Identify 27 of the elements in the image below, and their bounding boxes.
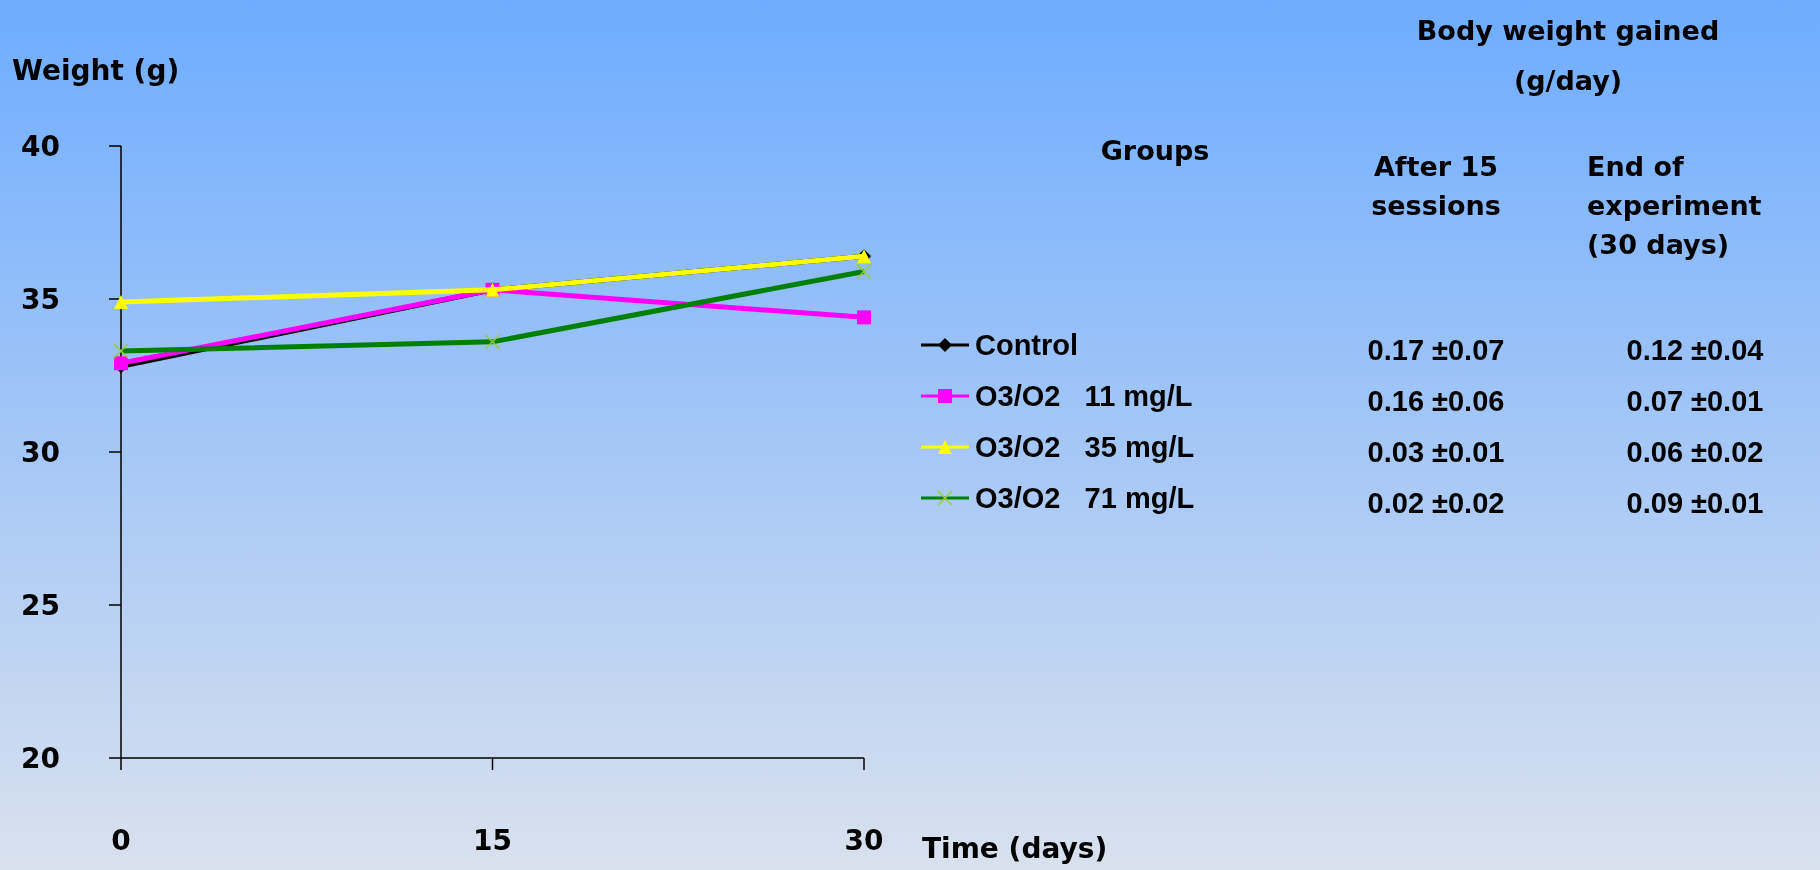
x-tick-label: 0: [111, 824, 131, 857]
x-axis-title: Time (days): [922, 832, 1108, 865]
y-axis-title: Weight (g): [12, 54, 180, 87]
text: End of experiment (30 days): [1587, 151, 1762, 260]
text: 0.17 ±0.07: [1367, 334, 1505, 367]
text: Groups: [1100, 135, 1210, 166]
text: After 15 sessions: [1371, 151, 1501, 221]
text: 0.12 ±0.04: [1626, 334, 1764, 367]
legend-label: O3/O2 35 mg/L: [975, 431, 1195, 464]
legend-label: O3/O2 71 mg/L: [975, 482, 1195, 515]
text: 0.16 ±0.06: [1367, 385, 1505, 418]
text: 0.02 ±0.02: [1367, 487, 1505, 520]
y-tick-label: 40: [21, 129, 60, 163]
y-tick-label: 25: [21, 588, 60, 622]
y-tick-label: 35: [21, 282, 60, 316]
point: [857, 310, 871, 325]
legend-label: Control: [975, 329, 1079, 362]
y-tick-label: 30: [21, 435, 60, 469]
text: Body weight gained (g/day): [1416, 15, 1720, 96]
y-tick-label: 20: [21, 741, 60, 775]
text: 0.03 ±0.01: [1367, 436, 1505, 469]
text: 0.09 ±0.01: [1626, 487, 1764, 520]
x-tick-label: 30: [844, 824, 884, 857]
legend-label: O3/O2 11 mg/L: [975, 380, 1193, 413]
x-tick-label: 15: [473, 824, 512, 857]
text: 0.06 ±0.02: [1626, 436, 1764, 469]
text: 0.07 ±0.01: [1626, 385, 1764, 418]
